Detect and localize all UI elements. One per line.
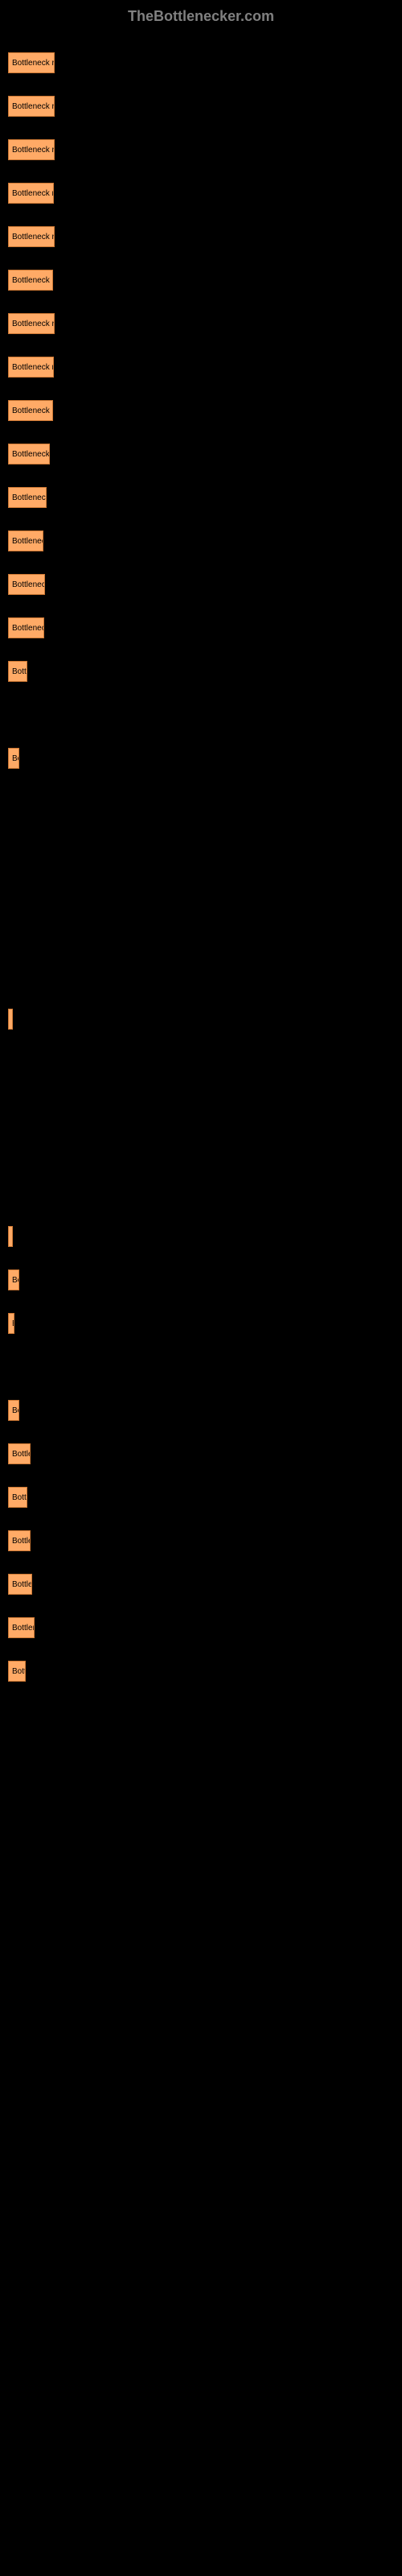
bar-row: Bo: [8, 1258, 394, 1302]
bar-row: Bottleneck re: [8, 215, 394, 258]
bar: Bottleneck r: [8, 183, 54, 204]
bar-row: Bottlenec: [8, 606, 394, 650]
bar: Bottleneck r: [8, 400, 53, 421]
bar-row: Bottleneck r: [8, 258, 394, 302]
bar-chart: Bottleneck re Bottleneck re Bottleneck re B…: [0, 33, 402, 1701]
bar: Bo: [8, 1269, 19, 1290]
bar: Bottleneck: [8, 444, 50, 464]
bar: Bottlen: [8, 1617, 35, 1638]
bar-row: [8, 910, 394, 954]
bar-row: Bottleneck re: [8, 41, 394, 85]
site-header: TheBottlenecker.com: [0, 0, 402, 33]
bar-row: [8, 1171, 394, 1215]
bar-row: [8, 1215, 394, 1258]
bar-row: [8, 1041, 394, 1084]
bar-row: Bottle: [8, 1519, 394, 1563]
bar: Bottle: [8, 1443, 31, 1464]
bar: Bottlenec: [8, 617, 44, 638]
bar: Bottleneck re: [8, 313, 55, 334]
bar: Bottleneck r: [8, 357, 54, 378]
bar-row: [8, 1345, 394, 1389]
bar-row: Bo: [8, 737, 394, 780]
bar-row: [8, 1084, 394, 1128]
bar-row: Bottleneck: [8, 432, 394, 476]
bar-row: Bottl: [8, 650, 394, 693]
bar: Bottle: [8, 1530, 31, 1551]
bar: Bo: [8, 1400, 19, 1421]
bar: Bottleneck r: [8, 270, 53, 291]
bar-row: Bott: [8, 1649, 394, 1693]
bar: Bottle: [8, 1574, 32, 1595]
bar-row: Bottleneck r: [8, 389, 394, 432]
bar: [8, 1226, 13, 1247]
bar: Bottleneck: [8, 487, 47, 508]
bar-row: [8, 954, 394, 997]
bar: Bottl: [8, 661, 27, 682]
bar-row: [8, 1128, 394, 1171]
bar-row: Bottleneck re: [8, 128, 394, 171]
bar: [8, 1009, 13, 1030]
bar-row: Bottleneck: [8, 476, 394, 519]
bar-row: [8, 693, 394, 737]
bar: Bottleneck re: [8, 226, 55, 247]
bar-row: Bottlenec: [8, 519, 394, 563]
bar-row: Bottl: [8, 1476, 394, 1519]
bar-row: [8, 867, 394, 910]
bar: Bottleneck re: [8, 96, 55, 117]
bar-row: Bottleneck r: [8, 345, 394, 389]
site-title: TheBottlenecker.com: [128, 8, 274, 24]
bar: Bott: [8, 1661, 26, 1682]
bar-row: Bottlenec: [8, 563, 394, 606]
bar-row: Bottleneck re: [8, 85, 394, 128]
bar-row: Bottle: [8, 1563, 394, 1606]
bar: B: [8, 1313, 14, 1334]
bar-row: Bottlen: [8, 1606, 394, 1649]
bar-row: B: [8, 1302, 394, 1345]
bar-row: [8, 997, 394, 1041]
bar: Bottleneck re: [8, 139, 55, 160]
bar: Bottleneck re: [8, 52, 55, 73]
bar: Bottlenec: [8, 530, 43, 551]
bar: Bo: [8, 748, 19, 769]
bar-row: Bottleneck r: [8, 171, 394, 215]
bar: Bottl: [8, 1487, 27, 1508]
bar-row: Bo: [8, 1389, 394, 1432]
bar-row: [8, 780, 394, 824]
bar-row: Bottleneck re: [8, 302, 394, 345]
bar: Bottlenec: [8, 574, 45, 595]
bar-row: [8, 824, 394, 867]
bar-row: Bottle: [8, 1432, 394, 1476]
